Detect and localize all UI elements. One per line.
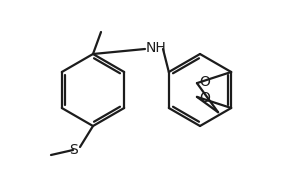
Text: S: S: [69, 143, 77, 157]
Text: O: O: [199, 75, 210, 89]
Text: NH: NH: [146, 41, 167, 55]
Text: O: O: [199, 91, 210, 105]
